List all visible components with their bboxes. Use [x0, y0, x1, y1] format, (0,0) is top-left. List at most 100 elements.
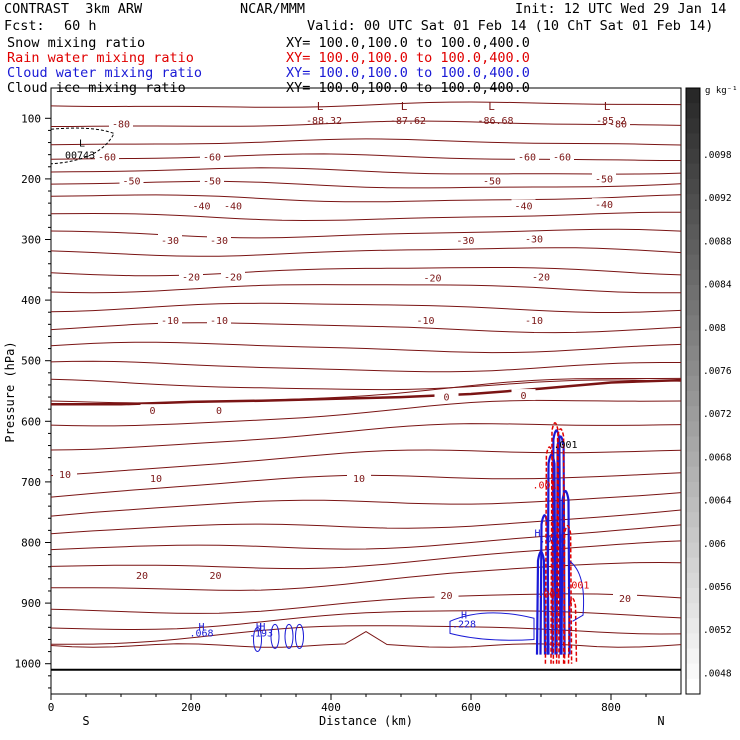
low-marker: L: [401, 100, 408, 113]
colorbar-swatch: [686, 572, 700, 589]
temperature-contour: [50, 377, 682, 404]
y-axis-label: Pressure (hPa): [3, 341, 17, 442]
contour-label-bg: [203, 569, 228, 581]
contour-label: -50: [122, 177, 140, 188]
colorbar-label: .0088: [703, 236, 732, 247]
colorbar-label: .0064: [703, 496, 732, 507]
contour-label-bg: [158, 233, 182, 245]
low-value: -87.62: [390, 116, 426, 127]
temperature-contour: [50, 492, 682, 517]
colorbar-swatch: [686, 118, 700, 134]
rain-water-contour: [544, 446, 555, 664]
contour-label-bg: [522, 313, 546, 325]
colorbar-swatch: [686, 527, 700, 543]
contour-label: -50: [203, 177, 221, 188]
high-marker: H: [461, 610, 467, 621]
field-name-snow: Snow mixing ratio: [7, 35, 146, 51]
rain-water-contour: [555, 428, 566, 664]
contour-label: -20: [532, 272, 550, 283]
temperature-contour: [50, 194, 682, 203]
cloud-water-contour: [449, 612, 535, 641]
colorbar-swatch: [686, 542, 700, 559]
temperature-contour: [50, 449, 682, 477]
colorbar-swatch: [686, 648, 700, 665]
temperature-contour: [51, 625, 682, 645]
colorbar-swatch: [686, 88, 700, 104]
model-title: CONTRAST 3km ARW: [4, 1, 143, 17]
fcst-value: 60 h: [64, 18, 97, 34]
high-marker: H: [259, 622, 265, 633]
colorbar-swatch: [686, 360, 700, 377]
contour-label-bg: [200, 174, 224, 186]
temperature-contours: -80 -80 -60 -60 -60 -60 -50 -50 -50 -50 -40 -40 -40 -…: [50, 100, 682, 671]
temperature-contour: [50, 509, 682, 535]
y-tick-label: 700: [21, 476, 41, 489]
colorbar-swatch: [686, 618, 700, 634]
contour-label-bg: [207, 404, 231, 416]
cloud-water-label: .001: [539, 535, 563, 546]
temperature-contour: [50, 167, 682, 175]
contour-label-bg: [140, 404, 165, 416]
contour-label: -40: [595, 200, 613, 211]
x-tick-label: 200: [181, 701, 201, 714]
colorbar-swatch: [686, 603, 700, 619]
colorbar-swatch: [686, 375, 700, 392]
colorbar-swatch: [686, 163, 700, 180]
high-marker: H: [198, 622, 204, 633]
contour-label-bg: [613, 592, 637, 604]
colorbar-swatch: [686, 209, 700, 225]
contour-label: 20: [440, 591, 452, 602]
temperature-contour: [50, 228, 682, 239]
rain-water-contour: [567, 597, 578, 664]
temperature-contour: [50, 101, 682, 108]
rain-water-contour: [550, 422, 560, 664]
colorbar-swatch: [686, 587, 700, 604]
x-tick-label: 600: [461, 701, 481, 714]
contour-label: 0: [149, 406, 155, 417]
contour-label-bg: [200, 150, 224, 162]
contour-label: -30: [161, 236, 179, 247]
snow-label: .001: [553, 440, 577, 451]
colorbar-label: .0092: [703, 193, 732, 204]
high-marker: H: [534, 528, 540, 539]
temperature-contour: [50, 524, 682, 551]
contour-label: -60: [98, 152, 116, 163]
x-end-label-south: S: [82, 714, 89, 728]
colorbar-swatch: [686, 284, 700, 301]
cloud-water-contour: [270, 623, 280, 649]
contour-label: 10: [59, 470, 71, 481]
contour-label: -10: [416, 316, 434, 327]
cloud-water-contour: [568, 560, 585, 622]
contour-label-bg: [109, 117, 133, 129]
colorbar-swatch: [686, 148, 700, 165]
contour-label: -10: [210, 316, 228, 327]
temperature-contour: [50, 138, 682, 146]
temperature-contour: [50, 153, 681, 161]
contour-label: -20: [224, 272, 242, 283]
colorbar-swatch: [686, 663, 700, 680]
x-axis-label: Distance (km): [319, 714, 413, 728]
temperature-contour: [50, 399, 682, 427]
contour-label-bg: [592, 198, 616, 210]
colorbar-swatch: [686, 436, 700, 453]
fcst-label: Fcst:: [4, 18, 45, 34]
temperature-contour: [50, 423, 682, 451]
contour-label: 0: [520, 391, 526, 402]
contour-label: 20: [209, 571, 221, 582]
contour-label-bg: [221, 199, 245, 211]
contour-label: -80: [609, 120, 627, 131]
minimum-value: 00743: [65, 150, 95, 161]
colorbar-swatch: [686, 194, 700, 210]
colorbar-swatch: [686, 178, 700, 195]
contour-label-bg: [434, 589, 459, 601]
field-name-rain: Rain water mixing ratio: [7, 50, 194, 66]
minimum-contour: [50, 127, 115, 165]
low-value: -88.32: [306, 116, 342, 127]
contour-label-bg: [420, 271, 445, 283]
plot-frame: [50, 87, 682, 695]
colorbar-label: .0048: [703, 668, 732, 679]
colorbar-swatch: [686, 497, 700, 513]
contour-label: 10: [353, 474, 365, 485]
rain-water-contour: [562, 525, 573, 664]
field-xy-cloud-water: XY= 100.0,100.0 to 100.0,400.0: [286, 65, 530, 81]
